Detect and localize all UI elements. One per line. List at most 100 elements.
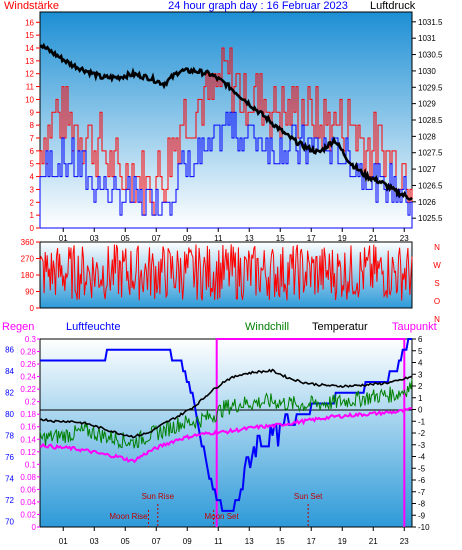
hour-tick-label: 03 xyxy=(90,234,99,243)
temperature-tick-label: -10 xyxy=(418,523,430,532)
temperature-tick-label: 4 xyxy=(418,359,423,368)
hour-tick-label: 11 xyxy=(214,234,223,243)
rain-tick-label: 0.18 xyxy=(20,410,36,419)
temperature-tick-label: -4 xyxy=(418,453,426,462)
rain-tick-label: 0.3 xyxy=(25,335,37,344)
humidity-tick-label: 70 xyxy=(5,518,14,527)
humidity-line xyxy=(40,338,412,512)
humidity-tick-label: 84 xyxy=(5,367,14,376)
rain-tick-label: 0.28 xyxy=(20,348,36,357)
direction-tick-label: 360 xyxy=(21,238,35,247)
hour-tick-label: 15 xyxy=(276,537,285,546)
temperature-tick-label: -3 xyxy=(418,441,426,450)
hour-tick-label: 07 xyxy=(152,234,161,243)
wind-tick-label: 8 xyxy=(30,121,35,130)
wind-tick-label: 13 xyxy=(25,57,34,66)
wind-tick-label: 3 xyxy=(30,185,35,194)
hour-tick-label: 07 xyxy=(152,537,161,546)
pressure-tick-label: 1030.5 xyxy=(418,51,443,60)
event-label: Moon Rise xyxy=(109,512,148,521)
rain-tick-label: 0 xyxy=(32,523,37,532)
compass-label: N xyxy=(434,243,440,252)
temperature-tick-label: -9 xyxy=(418,511,426,520)
wind-tick-label: 5 xyxy=(30,160,35,169)
pressure-tick-label: 1028.5 xyxy=(418,116,443,125)
humidity-tick-label: 86 xyxy=(5,346,14,355)
hour-tick-label: 11 xyxy=(214,537,223,546)
wind-tick-label: 4 xyxy=(30,173,35,182)
direction-tick-label: 90 xyxy=(25,288,34,297)
pressure-tick-label: 1030 xyxy=(418,67,436,76)
temperature-tick-label: 5 xyxy=(418,347,423,356)
temperature-tick-label: -7 xyxy=(418,488,426,497)
rain-tick-label: 0.22 xyxy=(20,385,36,394)
hour-tick-label: 17 xyxy=(307,234,316,243)
pressure-line xyxy=(39,42,413,201)
humidity-tick-label: 72 xyxy=(5,496,14,505)
wind-tick-label: 9 xyxy=(30,108,35,117)
rain-tick-label: 0.06 xyxy=(20,485,36,494)
sun-moon-events: Moon Rise Sun Rise Moon Set Sun Set xyxy=(109,492,323,527)
wind-direction-line xyxy=(39,244,413,301)
temperature-label: Temperatur xyxy=(312,321,368,333)
hour-tick-label: 21 xyxy=(369,537,378,546)
hour-tick-label: 03 xyxy=(90,537,99,546)
compass-label: N xyxy=(434,315,440,324)
rain-tick-label: 0.04 xyxy=(20,498,36,507)
wind-tick-label: 0 xyxy=(30,224,35,233)
rain-tick-label: 0.16 xyxy=(20,423,36,432)
rain-tick-label: 0.14 xyxy=(20,435,36,444)
direction-tick-label: 180 xyxy=(21,271,35,280)
dewpoint-label: Taupunkt xyxy=(392,321,437,333)
humidity-tick-label: 74 xyxy=(5,475,14,484)
dewpoint-line xyxy=(39,407,413,464)
wind-tick-label: 12 xyxy=(25,70,34,79)
event-label: Sun Rise xyxy=(142,492,175,501)
temperature-tick-label: 1 xyxy=(418,394,423,403)
wind-tick-label: 15 xyxy=(25,31,34,40)
hour-tick-label: 01 xyxy=(59,234,68,243)
wind-tick-label: 10 xyxy=(25,95,34,104)
event-label: Sun Set xyxy=(294,492,323,501)
temperature-tick-label: 0 xyxy=(418,406,423,415)
hour-tick-label: 13 xyxy=(245,234,254,243)
rain-tick-label: 0.12 xyxy=(20,448,36,457)
direction-axis-ticks: 0 90 180 270 360 xyxy=(21,238,40,313)
wind-tick-label: 14 xyxy=(25,44,34,53)
windchill-label: Windchill xyxy=(245,321,289,333)
hour-tick-label: 23 xyxy=(400,537,409,546)
direction-tick-label: 0 xyxy=(30,304,35,313)
hour-tick-label: 01 xyxy=(59,537,68,546)
temperature-tick-label: 3 xyxy=(418,370,423,379)
rain-tick-label: 0.24 xyxy=(20,373,36,382)
hour-tick-label: 05 xyxy=(121,234,130,243)
hour-axis-ticks-bottom: 01 03 05 07 09 11 13 15 17 19 21 23 xyxy=(59,527,409,546)
pressure-tick-label: 1028 xyxy=(418,132,436,141)
pressure-tick-label: 1029 xyxy=(418,100,436,109)
hour-axis-ticks: 01 03 05 07 09 11 13 15 17 19 21 23 xyxy=(59,228,409,243)
temperature-tick-label: -5 xyxy=(418,464,426,473)
pressure-tick-label: 1026.5 xyxy=(418,181,443,190)
wind-tick-label: 7 xyxy=(30,134,35,143)
hour-tick-label: 09 xyxy=(183,537,192,546)
rain-tick-label: 0.26 xyxy=(20,360,36,369)
pressure-tick-label: 1029.5 xyxy=(418,83,443,92)
temperature-tick-label: 2 xyxy=(418,382,423,391)
hour-tick-label: 19 xyxy=(338,537,347,546)
humidity-tick-label: 82 xyxy=(5,389,14,398)
hour-tick-label: 05 xyxy=(121,537,130,546)
pressure-axis-ticks: 1025.5 1026 1026.5 1027 1027.5 1028 1028.5 1029… xyxy=(412,18,443,223)
compass-label: S xyxy=(434,279,439,288)
humidity-tick-label: 80 xyxy=(5,410,14,419)
pressure-tick-label: 1027.5 xyxy=(418,149,443,158)
compass-label: W xyxy=(433,261,441,270)
pressure-tick-label: 1025.5 xyxy=(418,214,443,223)
wind-tick-label: 2 xyxy=(30,198,35,207)
temperature-tick-label: -2 xyxy=(418,429,426,438)
humidity-label: Luftfeuchte xyxy=(66,321,120,333)
rain-tick-label: 0.2 xyxy=(25,398,37,407)
hour-tick-label: 15 xyxy=(276,234,285,243)
